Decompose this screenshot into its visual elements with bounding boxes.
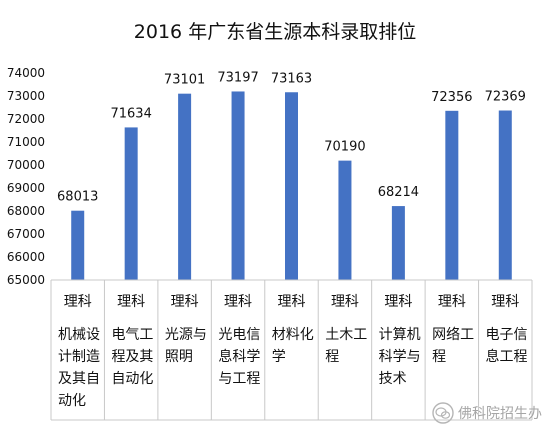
category-label: 土木工 [325, 327, 367, 343]
data-label: 68013 [57, 190, 98, 205]
bar [498, 110, 512, 280]
watermark-text: 佛科院招生办 [458, 406, 542, 422]
data-label: 72356 [431, 90, 472, 105]
wechat-logo-icon [432, 402, 454, 424]
category-label: 光电信 [218, 327, 260, 343]
y-tick-label: 68000 [7, 204, 45, 218]
subject-label: 理科 [438, 294, 466, 310]
subject-label: 理科 [171, 294, 199, 310]
subject-label: 理科 [117, 294, 145, 310]
category-label: 材料化 [272, 327, 314, 343]
category-label: 程 [325, 349, 339, 365]
y-tick-label: 69000 [7, 181, 45, 195]
category-label: 息工程 [486, 348, 528, 365]
category-label: 程 [432, 349, 446, 365]
y-tick-label: 70000 [7, 158, 45, 172]
bar [338, 160, 352, 280]
bar [231, 91, 245, 281]
category-label: 动化 [58, 393, 86, 409]
bar [124, 127, 138, 280]
bar [71, 210, 85, 280]
subject-label: 理科 [224, 294, 252, 310]
y-tick-label: 73000 [7, 89, 45, 103]
data-label: 72369 [485, 90, 526, 105]
subject-label: 理科 [331, 294, 359, 310]
category-label: 程及其 [111, 349, 153, 365]
data-label: 68214 [378, 185, 419, 200]
category-label: 及其自 [58, 371, 100, 387]
subject-label: 理科 [278, 294, 306, 310]
y-tick-label: 67000 [7, 227, 45, 241]
category-label: 学 [272, 349, 286, 365]
data-label: 73163 [271, 71, 312, 86]
category-label: 与工程 [218, 371, 260, 387]
watermark: 佛科院招生办 [432, 402, 542, 424]
category-label: 电子信 [486, 327, 528, 343]
data-label: 73101 [164, 73, 205, 88]
category-label: 网络工 [432, 327, 474, 343]
data-label: 73197 [217, 70, 258, 85]
category-label: 计算机 [379, 327, 421, 343]
category-label: 机械设 [58, 327, 100, 343]
category-label: 光源与 [165, 327, 207, 343]
y-tick-label: 72000 [7, 112, 45, 126]
category-label: 自动化 [111, 371, 153, 387]
y-axis: 65000 66000 67000 68000 69000 70000 71000 72000… [7, 66, 45, 287]
category-label: 计制造 [58, 349, 100, 365]
category-label: 照明 [165, 349, 193, 365]
category-label: 技术 [379, 371, 407, 387]
category-label: 息科学 [218, 348, 260, 365]
y-tick-label: 66000 [7, 250, 45, 264]
y-tick-label: 71000 [7, 135, 45, 149]
bar [445, 110, 459, 280]
data-label: 70190 [324, 140, 365, 155]
bars [71, 91, 512, 281]
category-label: 科学与 [379, 349, 421, 365]
category-label: 电气工 [111, 327, 153, 343]
data-labels: 68013 71634 73101 73197 73163 70190 68214 72356… [57, 70, 526, 204]
bar [285, 92, 298, 280]
bar [178, 93, 192, 280]
subject-label: 理科 [384, 294, 412, 310]
bar [391, 206, 405, 280]
data-label: 71634 [110, 106, 151, 121]
chart-title: 2016 年广东省生源本科录取排位 [134, 21, 416, 43]
subject-label: 理科 [64, 294, 92, 310]
subject-label: 理科 [491, 294, 519, 310]
y-tick-label: 65000 [7, 273, 45, 287]
y-tick-label: 74000 [7, 66, 45, 80]
